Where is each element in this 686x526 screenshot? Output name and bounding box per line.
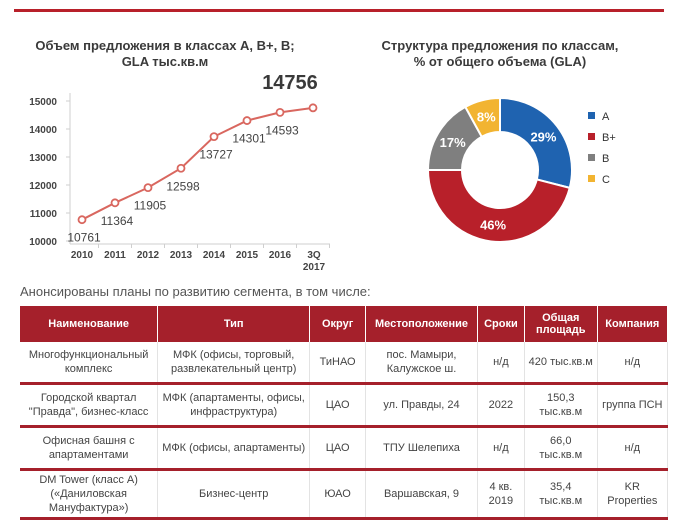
cell-timing: н/д — [477, 342, 525, 385]
legend-swatch — [588, 154, 595, 161]
header-area: Общая площадь — [524, 306, 598, 342]
x-tick-label: 2012 — [137, 250, 160, 261]
table-row: Многофункциональный комплекс МФК (офисы,… — [20, 342, 669, 385]
line-point — [77, 215, 87, 225]
header-name: Наименование — [20, 306, 159, 342]
table-row: Городской квартал "Правда", бизнес-класс… — [20, 383, 669, 428]
cell-type: Бизнес-центр — [157, 469, 311, 520]
line-chart: 10000 11000 12000 13000 14000 15000 2010 2011 2… — [29, 72, 330, 273]
table-row: DM Tower (класс А) («Даниловская Мануфак… — [20, 469, 669, 520]
legend-swatch — [588, 133, 595, 140]
cell-area: 66,0 тыс.кв.м — [524, 426, 598, 471]
slice-label: 46% — [480, 218, 506, 233]
y-tick-label: 10000 — [29, 237, 57, 248]
line-point — [308, 103, 318, 113]
cell-timing: 2022 — [477, 383, 525, 428]
slice-label: 17% — [440, 135, 466, 150]
line-point — [275, 107, 285, 117]
cell-location: пос. Мамыри, Калужское ш. — [365, 342, 478, 385]
data-label: 14301 — [232, 132, 266, 146]
cell-name: DM Tower (класс А) («Даниловская Мануфак… — [20, 469, 159, 520]
legend-swatch — [588, 175, 595, 182]
y-tick-label: 14000 — [29, 125, 57, 136]
legend-label: C — [602, 174, 610, 186]
donut-slice-c — [463, 96, 501, 139]
subheading: Анонсированы планы по развитию сегмента,… — [20, 284, 371, 299]
cell-district: ЮАО — [309, 469, 367, 520]
line-chart-title: Объем предложения в классах A, B+, B; GL… — [20, 38, 310, 70]
x-tick-label: 2016 — [269, 250, 292, 261]
line-chart-title-line1: Объем предложения в классах A, B+, B; — [35, 38, 295, 53]
cell-name: Офисная башня с апартаментами — [20, 426, 159, 471]
cell-company: н/д — [597, 426, 669, 471]
cell-area: 150,3 тыс.кв.м — [524, 383, 598, 428]
cell-location: ул. Правды, 24 — [365, 383, 478, 428]
cell-district: ЦАО — [309, 426, 367, 471]
legend-label: B — [602, 153, 609, 165]
cell-area: 420 тыс.кв.м — [524, 342, 598, 385]
cell-type: МФК (офисы, апартаменты) — [157, 426, 311, 471]
table-header-row: Наименование Тип Округ Местоположение Ср… — [20, 306, 669, 342]
x-tick-label: 2010 — [71, 250, 94, 261]
donut-chart: 29% 46% 17% 8% A B+ BC — [426, 96, 616, 243]
cell-company: группа ПСН — [597, 383, 669, 428]
data-label: 10761 — [67, 231, 101, 245]
x-tick-label: 2015 — [236, 250, 259, 261]
line-point — [242, 116, 252, 125]
x-tick-label: 2013 — [170, 250, 193, 261]
header-timing: Сроки — [477, 306, 525, 342]
cell-area: 35,4 тыс.кв.м — [524, 469, 598, 520]
data-label: 13727 — [199, 148, 233, 162]
donut-slice-a — [499, 96, 573, 190]
projects-table: Наименование Тип Округ Местоположение Ср… — [20, 306, 669, 520]
slice-label: 8% — [477, 110, 496, 125]
line-point — [176, 163, 186, 173]
cell-timing: 4 кв. 2019 — [477, 469, 525, 520]
top-rule — [14, 9, 664, 12]
cell-company: н/д — [597, 342, 669, 385]
legend-label: A — [602, 111, 610, 123]
cell-timing: н/д — [477, 426, 525, 471]
donut-chart-title-line2: % от общего объема (GLA) — [413, 54, 587, 69]
cell-location: ТПУ Шелепиха — [365, 426, 478, 471]
data-label: 11364 — [101, 214, 134, 228]
donut-chart-title: Структура предложения по классам, % от о… — [370, 38, 630, 70]
donut-chart-title-line1: Структура предложения по классам, — [381, 38, 619, 53]
legend-label: B+ — [602, 132, 616, 144]
cell-type: МФК (апартаменты, офисы, инфраструктура) — [157, 383, 311, 428]
cell-district: ТиНАО — [309, 342, 367, 385]
line-point — [209, 132, 219, 142]
data-label: 11905 — [134, 199, 167, 213]
line-chart-title-line2: GLA тыс.кв.м — [121, 54, 209, 69]
line-point — [110, 198, 120, 208]
y-tick-label: 11000 — [30, 209, 58, 220]
legend-swatch — [588, 112, 595, 119]
cell-name: Многофункциональный комплекс — [20, 342, 159, 385]
header-location: Местоположение — [365, 306, 478, 342]
x-tick-label-2017: 2017 — [303, 262, 326, 273]
line-series-path — [81, 106, 314, 221]
data-label: 14593 — [265, 123, 299, 137]
cell-district: ЦАО — [309, 383, 367, 428]
donut-slice-bplus — [426, 169, 571, 243]
line-point — [143, 183, 153, 193]
data-label: 12598 — [166, 179, 200, 193]
table-row: Офисная башня с апартаментами МФК (офисы… — [20, 426, 669, 471]
header-type: Тип — [157, 306, 311, 342]
highlight-value-label: 14756 — [262, 72, 318, 94]
cell-type: МФК (офисы, торговый, развлекательный це… — [157, 342, 311, 385]
cell-company: KR Properties — [597, 469, 669, 520]
y-tick-label: 12000 — [29, 181, 57, 192]
x-tick-label: 2014 — [203, 250, 226, 261]
slice-label: 29% — [530, 129, 556, 144]
cell-name: Городской квартал "Правда", бизнес-класс — [20, 383, 159, 428]
x-tick-label: 2011 — [104, 250, 126, 261]
y-tick-label: 15000 — [29, 97, 57, 108]
y-tick-label: 13000 — [29, 153, 57, 164]
header-company: Компания — [597, 306, 669, 342]
cell-location: Варшавская, 9 — [365, 469, 478, 520]
header-district: Округ — [309, 306, 367, 342]
x-tick-label-3q: 3Q — [307, 250, 321, 261]
